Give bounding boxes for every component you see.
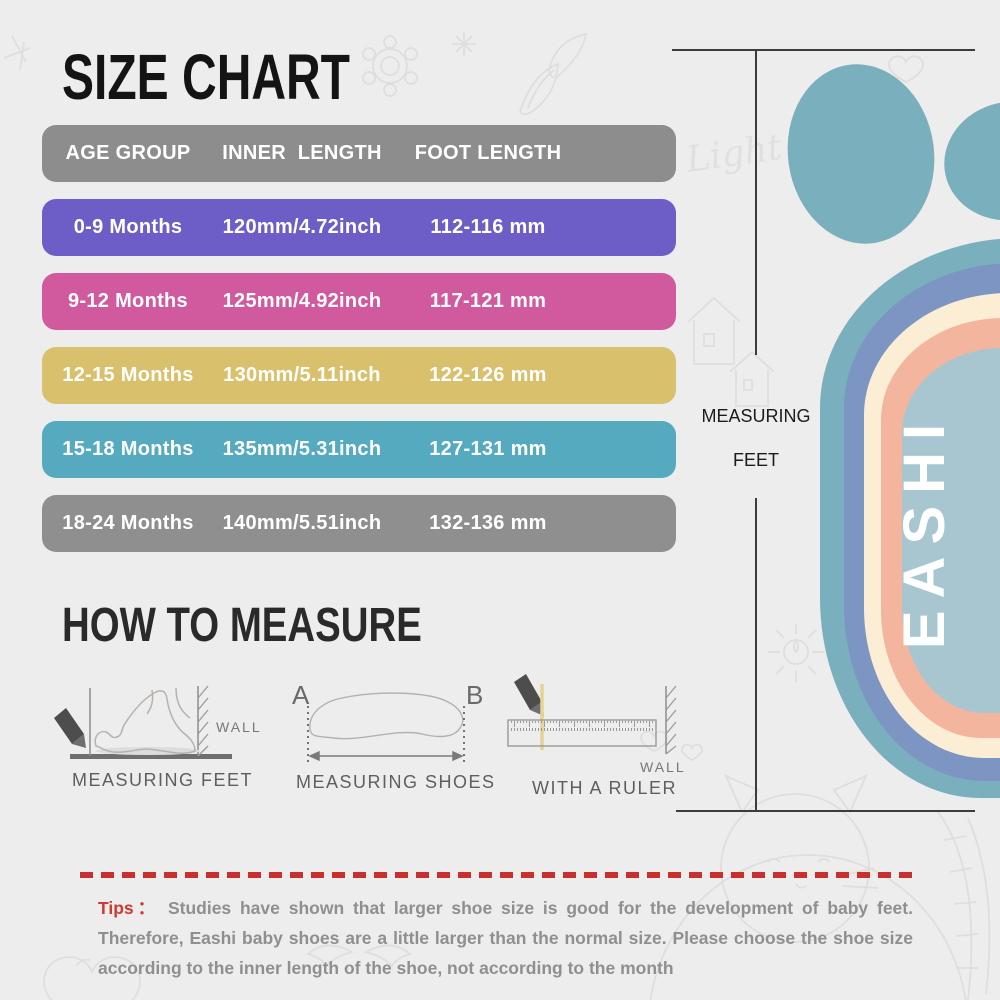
inner-cell: 125mm/4.92inch bbox=[222, 290, 382, 312]
table-header-row: AGE GROUP INNER LENGTH FOOT LENGTH bbox=[42, 125, 676, 182]
wings-doodle-icon bbox=[306, 944, 412, 968]
inner-cell: 140mm/5.51inch bbox=[222, 512, 382, 534]
foot-cell: 112-116 mm bbox=[430, 216, 546, 238]
dimension-line-vertical-lower bbox=[755, 498, 757, 811]
pencil-icon bbox=[514, 674, 544, 716]
measuring-feet-side-label: MEASURING FEET bbox=[701, 406, 811, 470]
how-to-measure-title: HOW TO MEASURE bbox=[62, 599, 422, 652]
sparkle-doodle-icon bbox=[3, 35, 31, 71]
measuring-shoes-diagram-icon: A B bbox=[292, 680, 483, 766]
heart-doodle-icon bbox=[888, 55, 924, 83]
table-row: 9-12 Months 125mm/4.92inch 117-121 mm bbox=[42, 273, 676, 330]
foot-cell: 127-131 mm bbox=[429, 438, 547, 460]
houses-doodle-icon bbox=[687, 296, 775, 407]
brand-logo-text: EASHI bbox=[892, 411, 958, 650]
size-table: AGE GROUP INNER LENGTH FOOT LENGTH 0-9 M… bbox=[42, 125, 676, 552]
foot-ring-cream: EASHI bbox=[864, 293, 1000, 758]
table-row: 0-9 Months 120mm/4.72inch 112-116 mm bbox=[42, 199, 676, 256]
measuring-shoes-caption: MEASURING SHOES bbox=[296, 772, 496, 792]
foot-profile-icon bbox=[94, 690, 196, 754]
point-b-label: B bbox=[466, 680, 483, 710]
inner-cell: 120mm/4.72inch bbox=[222, 216, 382, 238]
foot-ring-blue: EASHI bbox=[844, 263, 1000, 781]
wall-label: WALL bbox=[640, 759, 686, 775]
length-arrow-icon bbox=[308, 750, 464, 762]
big-heart-doodle-icon bbox=[43, 956, 141, 1000]
measuring-feet-diagram-icon: WALL bbox=[54, 685, 262, 759]
small-hearts-doodle-icon bbox=[640, 730, 703, 762]
table-row: 15-18 Months 135mm/5.31inch 127-131 mm bbox=[42, 421, 676, 478]
leaf-doodle-icon bbox=[518, 32, 588, 115]
header-foot-length: FOOT LENGTH bbox=[414, 142, 562, 164]
foot-cell: 122-126 mm bbox=[429, 364, 547, 386]
tips-paragraph: Tips： Studies have shown that larger sho… bbox=[98, 893, 913, 983]
dimension-line-bottom bbox=[676, 810, 975, 812]
age-cell: 12-15 Months bbox=[62, 364, 194, 386]
foot-cell: 132-136 mm bbox=[429, 512, 547, 534]
table-row: 12-15 Months 130mm/5.11inch 122-126 mm bbox=[42, 347, 676, 404]
shoe-outline-icon bbox=[309, 692, 464, 740]
inner-cell: 130mm/5.11inch bbox=[223, 364, 381, 386]
foot-cell: 117-121 mm bbox=[429, 290, 547, 312]
wall-label: WALL bbox=[216, 719, 262, 735]
dimension-line-vertical-upper bbox=[755, 49, 757, 355]
header-inner-length: INNER LENGTH bbox=[222, 142, 382, 164]
inner-cell: 135mm/5.31inch bbox=[222, 438, 382, 460]
point-a-label: A bbox=[292, 680, 310, 710]
ruler-diagram-icon: WALL bbox=[507, 674, 686, 775]
asterisk-doodle-icon bbox=[452, 32, 476, 56]
flower-doodle-icon bbox=[362, 35, 418, 97]
dimension-line-top bbox=[672, 49, 975, 51]
wall-hatch-icon bbox=[197, 685, 209, 757]
tips-label: Tips： bbox=[98, 898, 160, 918]
header-age-group: AGE GROUP bbox=[65, 142, 191, 164]
page-title: SIZE CHART bbox=[62, 41, 350, 113]
age-cell: 0-9 Months bbox=[73, 216, 183, 238]
tips-text: Studies have shown that larger shoe size… bbox=[98, 898, 913, 978]
pencil-icon bbox=[54, 708, 86, 748]
flower2-doodle-icon bbox=[768, 624, 824, 682]
foot-inner: EASHI bbox=[892, 348, 1000, 713]
ruler-icon bbox=[507, 719, 657, 747]
wall-hatch-icon bbox=[665, 685, 677, 755]
age-cell: 15-18 Months bbox=[62, 438, 194, 460]
age-cell: 9-12 Months bbox=[68, 290, 188, 312]
foot-outline-ring-teal: EASHI bbox=[820, 238, 1000, 798]
table-row: 18-24 Months 140mm/5.51inch 132-136 mm bbox=[42, 495, 676, 552]
age-cell: 18-24 Months bbox=[62, 512, 194, 534]
measuring-feet-caption: MEASURING FEET bbox=[72, 770, 254, 790]
red-dashed-divider bbox=[80, 872, 918, 878]
with-a-ruler-caption: WITH A RULER bbox=[532, 778, 678, 798]
light-doodle-text: Light bbox=[683, 127, 785, 181]
foot-ring-salmon: EASHI bbox=[881, 318, 1000, 738]
